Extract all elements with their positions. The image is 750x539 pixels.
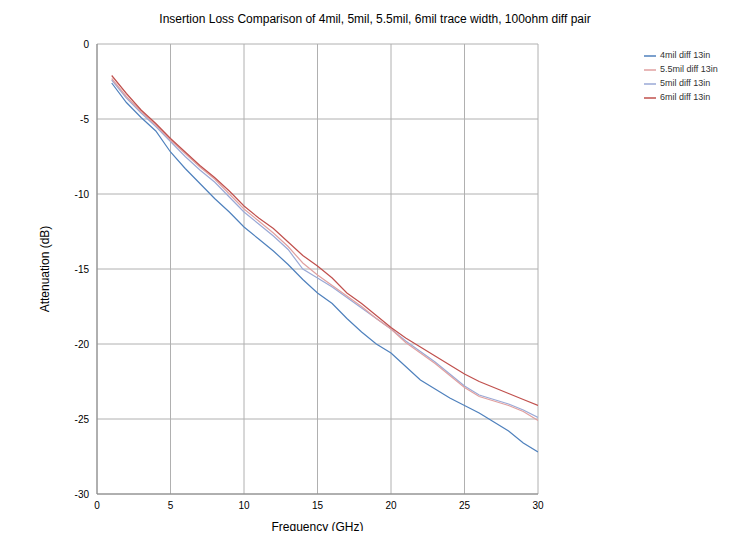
svg-text:5: 5	[168, 500, 174, 511]
svg-text:30: 30	[532, 500, 544, 511]
svg-text:-20: -20	[75, 339, 90, 350]
svg-text:10: 10	[238, 500, 250, 511]
html-text:5.5mil diff 13in: 5.5mil diff 13in	[660, 64, 718, 74]
html-text:4mil diff 13in: 4mil diff 13in	[660, 50, 711, 60]
svg-text:0: 0	[83, 39, 89, 50]
svg-text:-30: -30	[75, 489, 90, 500]
html-text:Insertion Loss Comparison of 4: Insertion Loss Comparison of 4mil, 5mil,…	[159, 12, 591, 26]
svg-text:Attenuation (dB): Attenuation (dB)	[38, 226, 52, 313]
html-text:5mil diff 13in: 5mil diff 13in	[660, 78, 711, 88]
html-text:6mil diff 13in: 6mil diff 13in	[660, 92, 711, 102]
svg-text:-5: -5	[80, 114, 89, 125]
svg-text:15: 15	[312, 500, 324, 511]
svg-text:-15: -15	[75, 264, 90, 275]
svg-text:-10: -10	[75, 189, 90, 200]
svg-text:0: 0	[94, 500, 100, 511]
svg-text:25: 25	[459, 500, 471, 511]
svg-text:-25: -25	[75, 414, 90, 425]
svg-text:Frequency (GHz): Frequency (GHz)	[271, 520, 363, 531]
svg-text:20: 20	[385, 500, 397, 511]
